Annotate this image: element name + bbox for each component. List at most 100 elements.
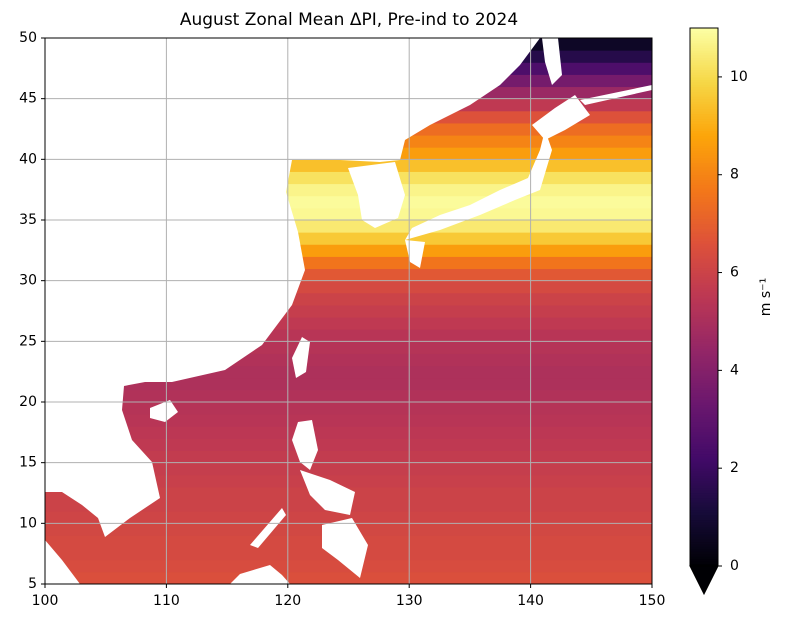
colorbar-segment — [690, 52, 718, 56]
mainland — [45, 38, 540, 537]
colorbar-segment — [690, 142, 718, 146]
colorbar-tick-label: 8 — [730, 167, 739, 183]
colorbar-segment — [690, 473, 718, 477]
colorbar-segment — [690, 260, 718, 264]
colorbar-segment — [690, 282, 718, 286]
colorbar-segment — [690, 267, 718, 271]
colorbar-segment — [690, 331, 718, 335]
colorbar-segment — [690, 116, 718, 119]
colorbar-segment — [690, 257, 718, 261]
colorbar-segment — [690, 551, 718, 555]
colorbar-segment — [690, 233, 718, 237]
colorbar-segment — [690, 424, 718, 428]
colorbar-segment — [690, 311, 718, 315]
colorbar-segment — [690, 306, 718, 310]
malaya — [45, 540, 80, 584]
colorbar-segment — [690, 135, 718, 139]
colorbar-segment — [690, 155, 718, 159]
colorbar-segment — [690, 111, 718, 115]
colorbar-segment — [690, 297, 718, 300]
colorbar-segment — [690, 409, 718, 413]
cell — [45, 438, 652, 452]
colorbar-segment — [690, 277, 718, 281]
colorbar-segment — [690, 96, 718, 100]
colorbar-segment — [690, 485, 718, 489]
colorbar-tick-label: 0 — [730, 558, 739, 574]
colorbar-segment — [690, 321, 718, 325]
colorbar-segment — [690, 81, 718, 85]
colorbar-segment — [690, 497, 718, 501]
colorbar-segment — [690, 216, 718, 220]
colorbar-segment — [690, 419, 718, 423]
colorbar-segment — [690, 363, 718, 366]
colorbar-segment — [690, 448, 718, 452]
colorbar-segment — [690, 64, 718, 68]
colorbar-segment — [690, 162, 718, 166]
cell — [45, 450, 652, 464]
colorbar-segment — [690, 431, 718, 435]
colorbar-segment — [690, 89, 718, 93]
palawan — [250, 508, 286, 548]
colorbar-segment — [690, 465, 718, 469]
colorbar-segment — [690, 94, 718, 97]
colorbar-tick-label: 2 — [730, 460, 739, 476]
colorbar-segment — [690, 504, 718, 508]
land — [45, 38, 652, 584]
colorbar-segment — [690, 480, 718, 484]
colorbar-segment — [690, 517, 718, 521]
colorbar-segment — [690, 394, 718, 398]
colorbar-segment — [690, 377, 718, 381]
x-tick-label: 120 — [274, 593, 301, 609]
colorbar-segment — [690, 218, 718, 222]
colorbar-segment — [690, 223, 718, 227]
y-tick-label: 5 — [28, 576, 37, 592]
colorbar-segment — [690, 509, 718, 513]
colorbar-segment — [690, 106, 718, 110]
kurils — [580, 85, 652, 105]
colorbar-segment — [690, 345, 718, 349]
colorbar-segment — [690, 441, 718, 445]
colorbar-segment — [690, 323, 718, 327]
colorbar-segment — [690, 152, 718, 156]
colorbar-segment — [690, 292, 718, 296]
cell — [45, 474, 652, 488]
y-tick-label: 50 — [19, 30, 37, 46]
colorbar-segment — [690, 490, 718, 494]
colorbar-segment — [690, 108, 718, 112]
colorbar-segment — [690, 47, 718, 51]
colorbar-segment — [690, 556, 718, 560]
colorbar-segment — [690, 429, 718, 432]
colorbar-segment — [690, 355, 718, 359]
hainan — [150, 400, 178, 422]
cell — [45, 414, 652, 427]
colorbar-segment — [690, 279, 718, 283]
colorbar-segment — [690, 184, 718, 188]
colorbar-segment — [690, 30, 718, 34]
colorbar-segment — [690, 526, 718, 530]
colorbar-segment — [690, 57, 718, 61]
colorbar-segment — [690, 385, 718, 388]
colorbar-segment — [690, 299, 718, 303]
luzon — [292, 420, 318, 470]
y-tick-label: 15 — [19, 455, 37, 471]
colorbar-segment — [690, 380, 718, 384]
colorbar-segment — [690, 98, 718, 102]
colorbar-segment — [690, 196, 718, 200]
colorbar-segment — [690, 553, 718, 557]
colorbar-segment — [690, 563, 718, 567]
colorbar-segment — [690, 495, 718, 499]
colorbar-segment — [690, 333, 718, 337]
colorbar-segment — [690, 101, 718, 105]
colorbar-segment — [690, 524, 718, 528]
colorbar-segment — [690, 382, 718, 386]
colorbar-segment — [690, 113, 718, 117]
colorbar-segment — [690, 120, 718, 124]
colorbar: 0 2 4 6 8 10 m s⁻¹ — [689, 27, 774, 596]
mindanao — [322, 518, 368, 578]
colorbar-segment — [690, 375, 718, 379]
colorbar-segment — [690, 179, 718, 183]
colorbar-segment — [690, 160, 718, 163]
colorbar-segment — [690, 531, 718, 535]
colorbar-segment — [690, 194, 718, 198]
colorbar-segment — [690, 316, 718, 320]
